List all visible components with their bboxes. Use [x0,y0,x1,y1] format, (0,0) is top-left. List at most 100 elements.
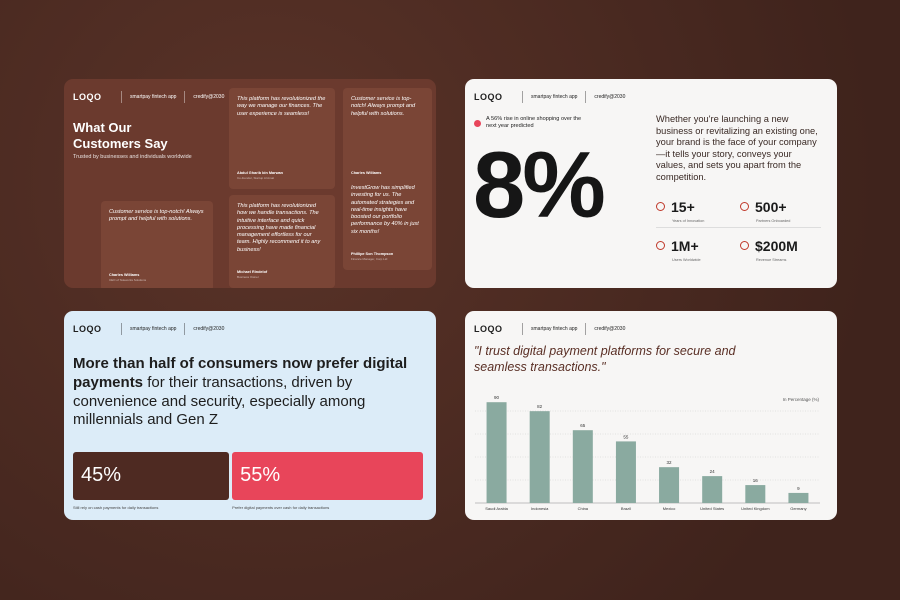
logo: LOQO [474,92,503,102]
testimonial-quote: This platform has revolutionized the way… [237,96,326,117]
credit: credify@2030 [193,326,225,332]
credit: credify@2030 [594,94,626,100]
chart: 90 Saudi Arabia 82 Indonesia 65 China 55 Brazil… [475,395,820,511]
metric-icon [656,241,665,251]
grid [475,410,820,481]
logo: LOQO [73,324,102,334]
stat-slide: LOQO smartpay fintech app credify@2030 A… [465,79,837,288]
headline: More than half of consumers now prefer d… [73,355,413,430]
metric-icon [656,202,665,212]
header: LOQO smartpay fintech app credify@2030 [73,91,224,103]
logo: LOQO [474,324,503,334]
split-label: Prefer digital payments over cash for da… [232,505,330,510]
bar [745,485,766,503]
testimonial-card: Customer service is top-notch! Always pr… [101,201,213,288]
tagline: smartpay fintech app [130,326,177,332]
testimonial-name: Charles Williams [351,171,382,175]
category-label: United States [700,506,724,511]
metric: $200M Revenue Streams [740,237,825,262]
testimonial-name: Abdul Gharib bin Marwan [237,171,283,175]
bar [615,441,636,503]
bar-value-label: 90 [494,395,500,400]
metric-value: 15+ [671,198,695,215]
bar-value-label: 16 [753,478,759,483]
testimonial-quote: This platform has revolutionized how we … [237,203,321,253]
header: LOQO smartpay fintech app credify@2030 [474,91,625,103]
bar-value-label: 9 [797,486,800,491]
unit-label: In Percentage (%) [782,397,819,402]
metric-label: Years of Innovation [672,219,705,223]
header: LOQO smartpay fintech app credify@2030 [474,323,625,335]
tagline: smartpay fintech app [130,94,177,100]
testimonial-name: Michael Rindelof [237,270,268,274]
chart-slide: LOQO smartpay fintech app credify@2030 "… [465,311,837,520]
testimonial-slide: LOQO smartpay fintech app credify@2030 W… [64,79,436,288]
bar-value-label: 55 [623,434,629,439]
testimonial-card: This platform has revolutionized how we … [229,195,335,288]
bar-value-label: 24 [710,469,716,474]
metric-value: 1M+ [671,237,699,254]
paragraph: Whether you're launching a new business … [656,114,818,183]
category-label: Saudi Arabia [485,506,508,511]
split-bar: 45% [73,452,230,500]
title: What Our Customers Say [73,120,168,151]
metric: 1M+ Users Worldwide [656,237,741,262]
category-label: Germany [790,506,806,511]
category-label: Mexico [663,506,676,511]
credit: credify@2030 [594,326,626,332]
metric: 15+ Years of Innovation [656,198,741,223]
testimonial-card: Customer service is top-notch! Always pr… [343,88,432,189]
metric-label: Partners Onboarded [756,219,791,223]
testimonial-quote: Customer service is top-notch! Always pr… [109,209,204,223]
credit: credify@2030 [193,94,225,100]
metric-value: $200M [755,237,798,254]
split-label: Still rely on cash payments for daily tr… [73,505,159,510]
bar-value-label: 65 [580,423,586,428]
metric-icon [740,202,749,212]
metric-icon [740,241,749,251]
bar [659,467,680,503]
split-slide: LOQO smartpay fintech app credify@2030 M… [64,311,436,520]
logo: LOQO [73,92,102,102]
category-label: Indonesia [531,506,549,511]
bar [486,402,507,503]
tagline: smartpay fintech app [531,326,578,332]
divider [656,227,821,228]
metric-value: 500+ [755,198,787,215]
bar [529,411,550,503]
big-stat: 8% [473,132,606,237]
testimonial-card: This platform has revolutionized the way… [229,88,335,189]
metric-label: Revenue Streams [756,258,787,262]
bar-value-label: 32 [667,460,673,465]
testimonial-name: Phillipe Son Thompson [351,252,394,256]
metric-label: Users Worldwide [672,258,701,262]
testimonial-card: InvestGrow has simplified investing for … [343,177,432,270]
category-label: Brazil [621,506,631,511]
split-value-label: 55% [240,464,281,486]
bar [572,430,593,503]
bar [788,492,809,503]
dot [474,120,481,127]
bar-value-label: 82 [537,404,543,409]
testimonial-role: CEO of Teleworks Solutions [109,278,147,282]
split-bar: 55% [232,452,423,500]
quote: "I trust digital payment platforms for s… [474,344,736,374]
split-value-label: 45% [81,464,122,486]
category-label: United Kingdom [741,506,770,511]
headline-bold: More than half of consumers now prefer d… [73,355,408,391]
subtitle: Trusted by businesses and individuals wo… [73,154,192,160]
testimonial-role: Co-founder, Startup Al Amal [237,176,275,180]
note: A 56% rise in online shopping over the n… [486,116,582,130]
testimonial-role: Finance Manager, Corp Ltd [351,257,388,261]
testimonial-name: Charles Williams [109,273,140,277]
metric: 500+ Partners Onboarded [740,198,825,223]
testimonial-role: Business Owner [237,275,259,279]
testimonial-quote: Customer service is top-notch! Always pr… [351,96,416,117]
category-label: China [578,506,589,511]
header: LOQO smartpay fintech app credify@2030 [73,323,224,335]
bar [702,476,723,503]
tagline: smartpay fintech app [531,94,578,100]
headline-rest: for their transactions, driven by conven… [73,373,366,429]
testimonial-quote: InvestGrow has simplified investing for … [351,185,419,235]
